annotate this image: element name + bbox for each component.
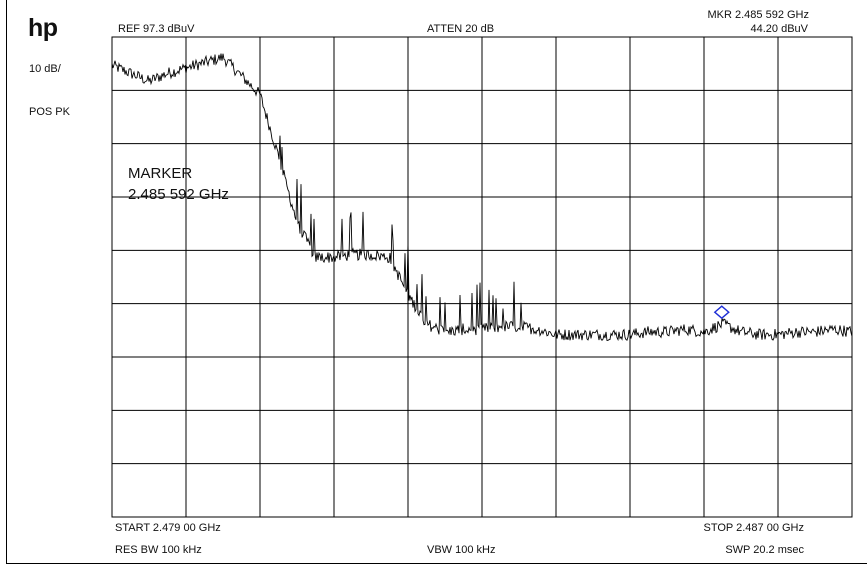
video-bandwidth: VBW 100 kHz [427, 544, 496, 556]
hp-logo: hp [28, 14, 58, 42]
spectrum-trace [111, 53, 853, 342]
attenuation: ATTEN 20 dB [427, 23, 495, 35]
marker-annotation: MARKER 2.485 592 GHz [128, 163, 229, 205]
marker-annotation-value: 2.485 592 GHz [128, 186, 229, 203]
marker-readout-frequency: MKR 2.485 592 GHz [707, 9, 810, 21]
frame-left-edge [6, 0, 7, 564]
marker-readout-amplitude: 44.20 dBuV [750, 23, 809, 35]
detector-mode: POS PK [29, 106, 70, 118]
marker-diamond [713, 305, 730, 320]
graticule-border [111, 36, 853, 518]
reference-level: REF 97.3 dBuV [118, 23, 195, 35]
start-frequency: START 2.479 00 GHz [115, 522, 221, 534]
marker-annotation-label: MARKER [128, 165, 193, 182]
stop-frequency: STOP 2.487 00 GHz [703, 522, 804, 534]
sweep-time: SWP 20.2 msec [725, 544, 804, 556]
scale-per-division: 10 dB/ [29, 63, 61, 75]
resolution-bandwidth: RES BW 100 kHz [115, 544, 202, 556]
